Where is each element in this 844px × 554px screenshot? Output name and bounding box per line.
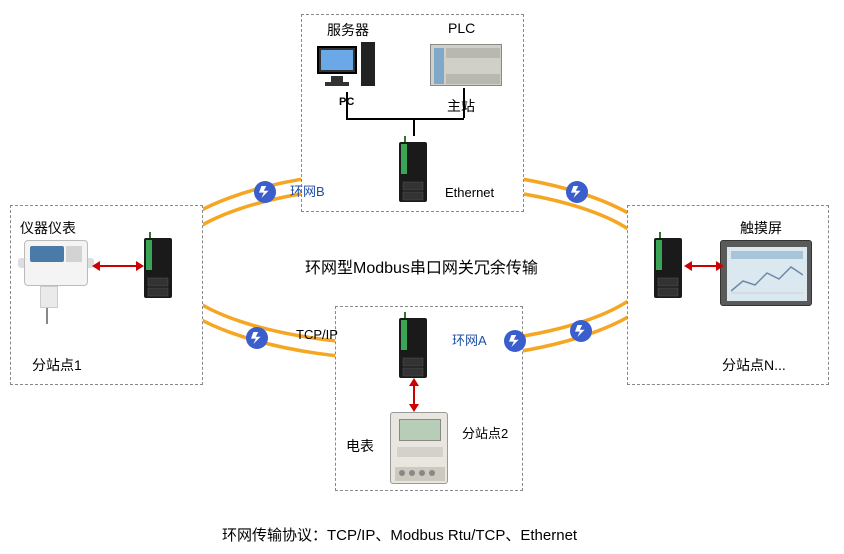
top-line-pc bbox=[346, 92, 348, 118]
left-title: 仪器仪表 bbox=[20, 218, 76, 238]
left-arrow-r bbox=[136, 261, 144, 271]
server-label: 服务器 bbox=[327, 20, 369, 40]
left-arrow-l bbox=[92, 261, 100, 271]
ring-badge-a2 bbox=[570, 320, 592, 342]
ring-badge-bottom-left bbox=[246, 327, 268, 349]
bottom-arrow-u bbox=[409, 378, 419, 386]
ethernet-label: Ethernet bbox=[445, 185, 494, 200]
top-line-plc bbox=[463, 88, 465, 118]
tcpip-label: TCP/IP bbox=[296, 327, 338, 342]
plc-icon bbox=[430, 44, 502, 86]
bottom-caption: 环网传输协议：TCP/IP、Modbus Rtu/TCP、Ethernet bbox=[222, 524, 577, 545]
right-arrow-r bbox=[716, 261, 724, 271]
gateway-bottom bbox=[395, 312, 431, 382]
bottom-arrow-d bbox=[409, 404, 419, 412]
instrument-icon bbox=[18, 240, 94, 316]
right-arrow-l bbox=[684, 261, 692, 271]
top-line-h bbox=[346, 118, 464, 120]
ring-b-label: 环网B bbox=[290, 181, 325, 200]
diagram-title: 环网型Modbus串口网关冗余传输 bbox=[305, 254, 538, 278]
meter-icon bbox=[390, 412, 448, 484]
master-label: 主站 bbox=[447, 96, 475, 116]
right-red-line bbox=[690, 265, 718, 267]
right-title: 触摸屏 bbox=[740, 218, 782, 238]
gateway-top bbox=[395, 136, 431, 206]
right-sub: 分站点N... bbox=[722, 355, 786, 375]
meter-label: 电表 bbox=[346, 436, 374, 456]
touchscreen-icon bbox=[720, 240, 812, 306]
plc-label: PLC bbox=[448, 20, 475, 36]
ring-badge-a1 bbox=[504, 330, 526, 352]
bottom-sub: 分站点2 bbox=[462, 425, 502, 443]
ring-a-label: 环网A bbox=[452, 330, 487, 349]
ring-badge-top-left bbox=[254, 181, 276, 203]
gateway-left bbox=[140, 232, 176, 302]
gateway-right bbox=[650, 232, 686, 302]
ring-badge-top-right bbox=[566, 181, 588, 203]
left-red-line bbox=[98, 265, 138, 267]
pc-icon bbox=[317, 42, 373, 90]
left-sub: 分站点1 bbox=[32, 355, 82, 375]
top-line-down bbox=[413, 118, 415, 136]
